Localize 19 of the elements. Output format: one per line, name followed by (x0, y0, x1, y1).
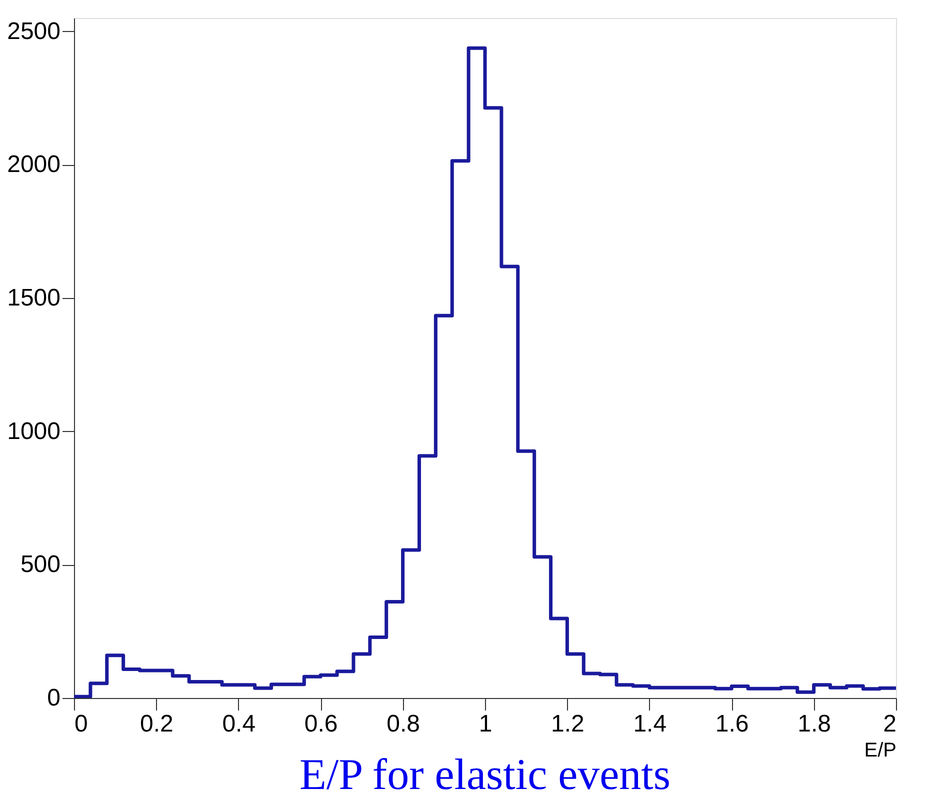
x-tick-label: 0.2 (140, 710, 174, 738)
x-tick-label: 1.2 (551, 710, 584, 738)
y-tick-label: 500 (20, 551, 60, 578)
y-tick-label: 1000 (7, 418, 60, 445)
y-tick-label: 2500 (7, 18, 60, 45)
x-tick-label: 0.8 (386, 710, 420, 738)
y-tick-label: 1500 (7, 284, 60, 312)
x-tick-label: 1.6 (715, 710, 749, 738)
x-axis-title: E/P (864, 740, 896, 762)
x-tick-label: 2 (883, 710, 896, 738)
text: E/P for elastic events (299, 750, 671, 799)
x-tick-label: 0.6 (304, 710, 338, 738)
x-tick-label: 1.8 (798, 710, 831, 738)
x-tick-label: 0.4 (222, 710, 256, 738)
x-tick-label: 1 (478, 710, 492, 738)
y-tick-label: 0 (47, 684, 60, 712)
x-tick-label: 0 (74, 710, 88, 738)
x-tick-label: 1.4 (633, 710, 667, 738)
y-tick-label: 2000 (7, 151, 60, 178)
